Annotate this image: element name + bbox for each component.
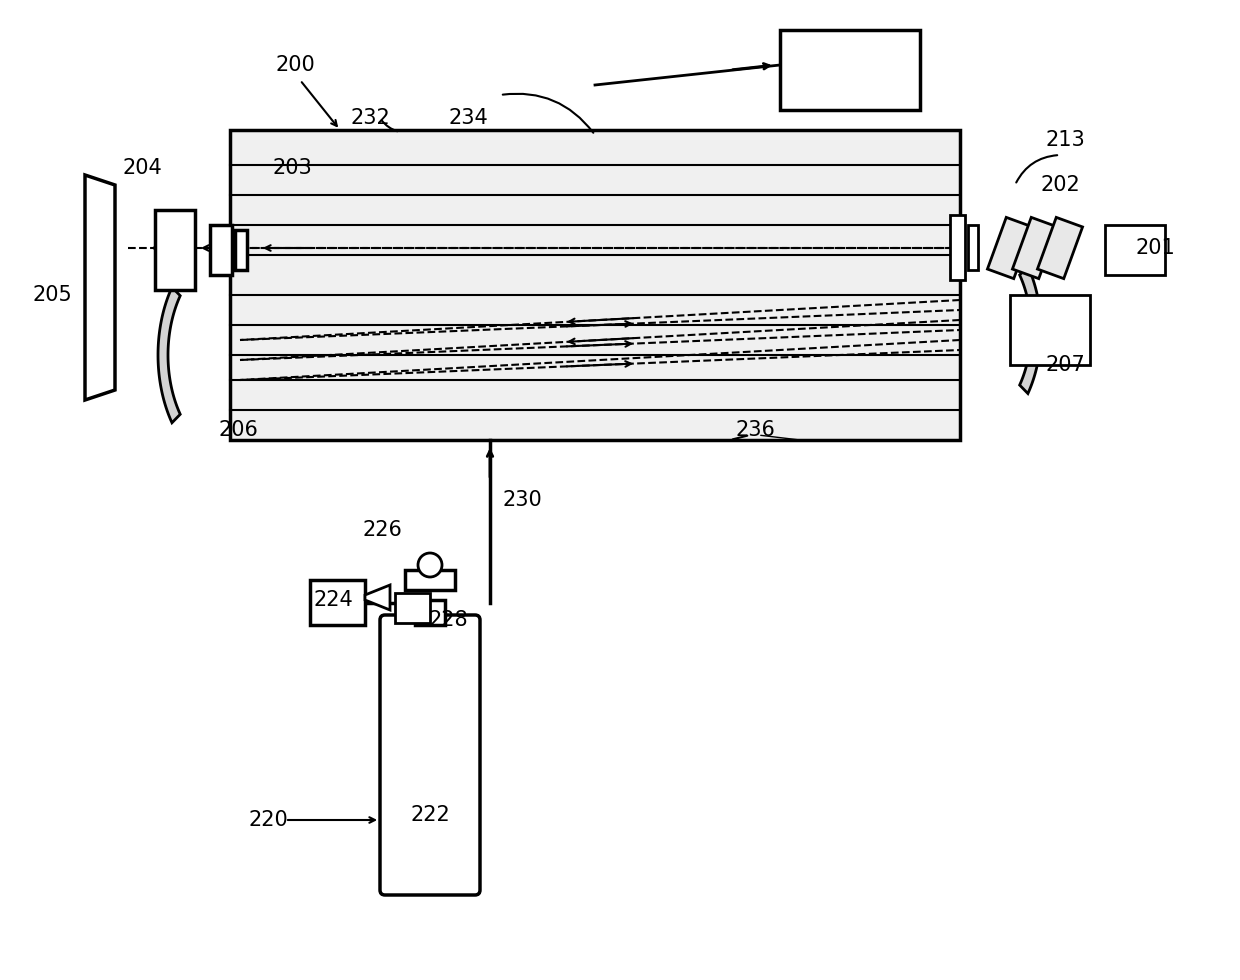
Bar [968, 225, 978, 270]
PathPatch shape [157, 287, 180, 422]
FancyBboxPatch shape [379, 615, 480, 895]
Text: 224: 224 [314, 590, 353, 610]
Text: 213: 213 [1045, 130, 1085, 150]
Polygon shape [365, 585, 391, 610]
Text: 207: 207 [1045, 355, 1085, 375]
Bar [310, 580, 365, 625]
Text: 206: 206 [218, 420, 258, 440]
Bar [950, 215, 965, 280]
Text: 234: 234 [448, 108, 487, 128]
Bar [415, 600, 445, 625]
Bar [229, 130, 960, 440]
Bar [1105, 225, 1166, 275]
Bar [236, 230, 247, 270]
Polygon shape [86, 175, 115, 400]
Bar [396, 593, 430, 623]
Polygon shape [1012, 218, 1058, 278]
Text: 205: 205 [32, 285, 72, 305]
Text: 230: 230 [502, 490, 542, 510]
Bar [155, 210, 195, 290]
Text: 228: 228 [428, 610, 467, 630]
Bar [405, 570, 455, 590]
Text: 204: 204 [122, 158, 162, 178]
Text: 236: 236 [735, 420, 775, 440]
Bar [1011, 295, 1090, 365]
Polygon shape [1038, 218, 1083, 278]
Text: 200: 200 [275, 55, 315, 75]
Text: 232: 232 [350, 108, 389, 128]
Text: 201: 201 [1135, 238, 1174, 258]
Text: 202: 202 [1040, 175, 1080, 195]
Text: 222: 222 [410, 805, 450, 825]
Text: 220: 220 [248, 810, 288, 830]
Circle shape [418, 553, 441, 577]
Polygon shape [987, 218, 1033, 278]
PathPatch shape [1019, 267, 1042, 394]
Bar [780, 30, 920, 110]
Text: 203: 203 [272, 158, 312, 178]
Bar [210, 225, 232, 275]
Text: 226: 226 [362, 520, 402, 540]
